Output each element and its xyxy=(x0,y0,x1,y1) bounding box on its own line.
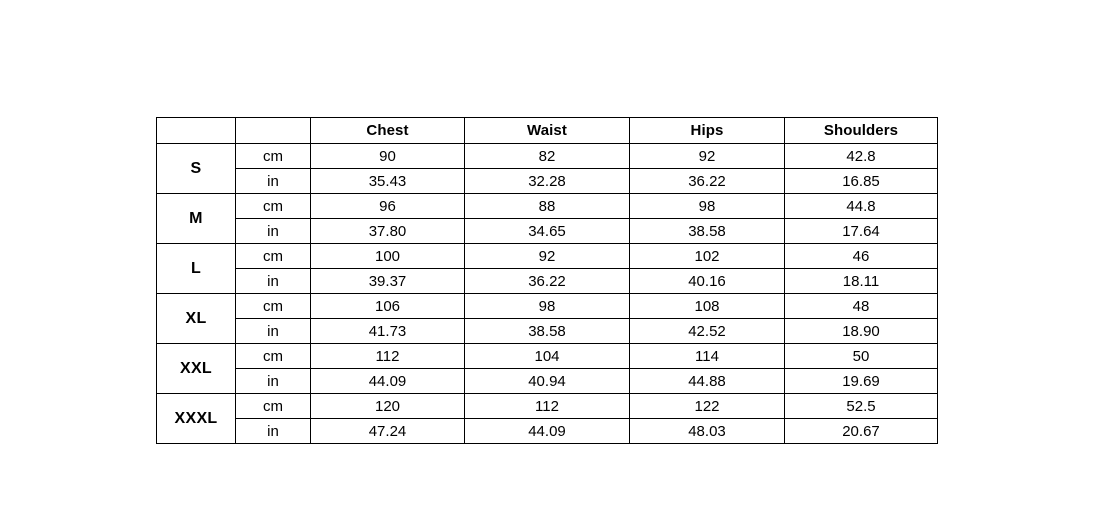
table-row: S cm 90 82 92 42.8 xyxy=(156,143,938,194)
size-label-xxxl: XXXL xyxy=(156,393,236,444)
value-chest-cm: 96 xyxy=(310,193,465,219)
unit-label-in: in xyxy=(235,418,311,444)
value-shoulders-in: 18.90 xyxy=(784,318,938,344)
value-hips-cm: 108 xyxy=(629,293,785,319)
value-chest-in: 44.09 xyxy=(310,368,465,394)
table-body: S cm 90 82 92 42.8 in 35.43 32.28 36.22 … xyxy=(156,143,938,444)
value-waist-cm: 82 xyxy=(464,143,630,169)
unit-label-cm: cm xyxy=(235,143,311,169)
size-label-s: S xyxy=(156,143,236,194)
value-chest-in: 39.37 xyxy=(310,268,465,294)
table-row: XXXL cm 120 112 122 52.5 xyxy=(156,393,938,444)
unit-label-cm: cm xyxy=(235,293,311,319)
size-label-m: M xyxy=(156,193,236,244)
value-chest-cm: 120 xyxy=(310,393,465,419)
value-shoulders-in: 17.64 xyxy=(784,218,938,244)
unit-label-cm: cm xyxy=(235,393,311,419)
value-waist-in: 36.22 xyxy=(464,268,630,294)
value-waist-in: 38.58 xyxy=(464,318,630,344)
value-waist-cm: 98 xyxy=(464,293,630,319)
size-label-xl: XL xyxy=(156,293,236,344)
unit-label-in: in xyxy=(235,368,311,394)
unit-label-in: in xyxy=(235,268,311,294)
unit-label-in: in xyxy=(235,318,311,344)
value-hips-cm: 114 xyxy=(629,343,785,369)
value-hips-cm: 92 xyxy=(629,143,785,169)
unit-label-in: in xyxy=(235,168,311,194)
unit-label-cm: cm xyxy=(235,343,311,369)
value-waist-cm: 112 xyxy=(464,393,630,419)
value-waist-in: 40.94 xyxy=(464,368,630,394)
table-row: in 47.24 44.09 48.03 20.67 xyxy=(157,418,938,444)
header-corner-unit xyxy=(235,117,311,144)
value-shoulders-in: 20.67 xyxy=(784,418,938,444)
header-hips: Hips xyxy=(629,117,785,144)
table-row: M cm 96 88 98 44.8 xyxy=(156,193,938,244)
table-row: L cm 100 92 102 46 xyxy=(156,243,938,294)
table-row: in 44.09 40.94 44.88 19.69 xyxy=(157,368,938,394)
table-row: in 35.43 32.28 36.22 16.85 xyxy=(157,168,938,194)
table-row: in 41.73 38.58 42.52 18.90 xyxy=(157,318,938,344)
value-hips-cm: 122 xyxy=(629,393,785,419)
value-waist-in: 32.28 xyxy=(464,168,630,194)
value-chest-cm: 90 xyxy=(310,143,465,169)
value-shoulders-cm: 46 xyxy=(784,243,938,269)
value-hips-cm: 102 xyxy=(629,243,785,269)
table-row: XL cm 106 98 108 48 xyxy=(156,293,938,344)
value-waist-in: 44.09 xyxy=(464,418,630,444)
unit-label-cm: cm xyxy=(235,243,311,269)
value-waist-cm: 92 xyxy=(464,243,630,269)
value-shoulders-cm: 52.5 xyxy=(784,393,938,419)
unit-label-in: in xyxy=(235,218,311,244)
value-shoulders-cm: 48 xyxy=(784,293,938,319)
value-shoulders-in: 19.69 xyxy=(784,368,938,394)
value-chest-cm: 106 xyxy=(310,293,465,319)
size-label-xxl: XXL xyxy=(156,343,236,394)
value-hips-cm: 98 xyxy=(629,193,785,219)
value-chest-in: 41.73 xyxy=(310,318,465,344)
table-header: Chest Waist Hips Shoulders xyxy=(156,117,938,144)
value-hips-in: 36.22 xyxy=(629,168,785,194)
value-shoulders-cm: 50 xyxy=(784,343,938,369)
header-waist: Waist xyxy=(464,117,630,144)
value-hips-in: 38.58 xyxy=(629,218,785,244)
value-chest-in: 37.80 xyxy=(310,218,465,244)
value-shoulders-in: 18.11 xyxy=(784,268,938,294)
value-chest-cm: 100 xyxy=(310,243,465,269)
value-shoulders-cm: 44.8 xyxy=(784,193,938,219)
header-shoulders: Shoulders xyxy=(784,117,938,144)
header-chest: Chest xyxy=(310,117,465,144)
table-row: XXL cm 112 104 114 50 xyxy=(156,343,938,394)
table-row: in 39.37 36.22 40.16 18.11 xyxy=(157,268,938,294)
unit-label-cm: cm xyxy=(235,193,311,219)
value-chest-in: 35.43 xyxy=(310,168,465,194)
header-corner-size xyxy=(156,117,236,144)
value-chest-cm: 112 xyxy=(310,343,465,369)
size-chart-table: Chest Waist Hips Shoulders S cm 90 82 92… xyxy=(156,117,938,444)
value-hips-in: 42.52 xyxy=(629,318,785,344)
value-hips-in: 48.03 xyxy=(629,418,785,444)
size-label-l: L xyxy=(156,243,236,294)
value-waist-in: 34.65 xyxy=(464,218,630,244)
value-hips-in: 40.16 xyxy=(629,268,785,294)
value-waist-cm: 104 xyxy=(464,343,630,369)
value-waist-cm: 88 xyxy=(464,193,630,219)
value-shoulders-cm: 42.8 xyxy=(784,143,938,169)
value-hips-in: 44.88 xyxy=(629,368,785,394)
value-chest-in: 47.24 xyxy=(310,418,465,444)
header-row: Chest Waist Hips Shoulders xyxy=(156,117,938,144)
value-shoulders-in: 16.85 xyxy=(784,168,938,194)
table-row: in 37.80 34.65 38.58 17.64 xyxy=(157,218,938,244)
